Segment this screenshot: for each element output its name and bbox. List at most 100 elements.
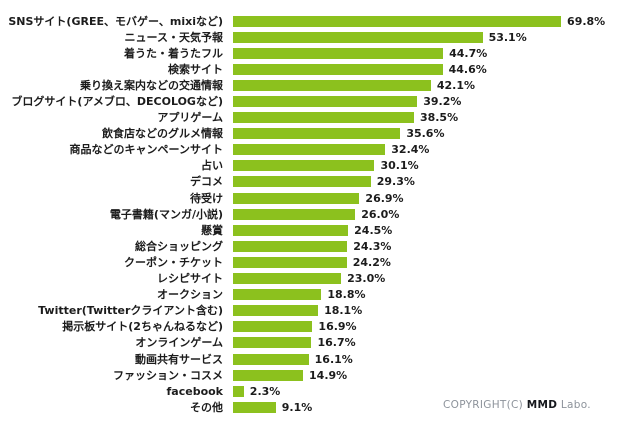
bar-row: アプリゲーム 38.5% bbox=[0, 110, 605, 126]
bar bbox=[233, 337, 312, 349]
bar bbox=[233, 192, 360, 204]
category-label: ファッション・コスメ bbox=[113, 368, 223, 382]
value-label: 38.5% bbox=[419, 111, 459, 125]
bar-row: SNSサイト(GREE、モバゲー、mixiなど) 69.8% bbox=[0, 13, 605, 29]
bar-row: 乗り換え案内などの交通情報 42.1% bbox=[0, 77, 605, 93]
bar-row: 飲食店などのグルメ情報 35.6% bbox=[0, 126, 605, 142]
bar bbox=[233, 305, 319, 317]
category-label: 懸賞 bbox=[201, 223, 223, 237]
category-label: アプリゲーム bbox=[157, 111, 223, 125]
copyright-brand: MMD bbox=[526, 399, 558, 411]
category-label: 電子書籍(マンガ/小説) bbox=[109, 207, 223, 221]
bar bbox=[233, 112, 414, 124]
value-label: 18.8% bbox=[327, 288, 366, 302]
value-label: 26.0% bbox=[361, 207, 400, 221]
bar-row: ブログサイト(アメブロ、DECOLOGなど) 39.2% bbox=[0, 93, 605, 109]
value-label: 16.7% bbox=[317, 336, 356, 350]
bar bbox=[233, 369, 304, 381]
bar-row: 総合ショッピング 24.3% bbox=[0, 238, 605, 254]
bar-row: 懸賞 24.5% bbox=[0, 222, 605, 238]
category-label: デコメ bbox=[190, 175, 223, 189]
value-label: 16.1% bbox=[314, 352, 353, 366]
value-label: 30.1% bbox=[380, 159, 419, 173]
value-label: 2.3% bbox=[249, 384, 281, 398]
category-label: 商品などのキャンペーンサイト bbox=[69, 143, 223, 157]
category-label: 動画共有サービス bbox=[135, 352, 223, 366]
bar bbox=[233, 144, 386, 156]
value-label: 44.6% bbox=[448, 62, 487, 76]
bar-row: その他 9.1% bbox=[0, 399, 605, 415]
category-label: クーポン・チケット bbox=[124, 255, 223, 269]
value-label: 24.3% bbox=[353, 239, 392, 253]
bar-rows: SNSサイト(GREE、モバゲー、mixiなど) 69.8% ニュース・天気予報… bbox=[0, 13, 605, 415]
bar-row: オークション 18.8% bbox=[0, 287, 605, 303]
bar-row: 動画共有サービス 16.1% bbox=[0, 351, 605, 367]
category-label: 待受け bbox=[190, 191, 223, 205]
value-label: 24.2% bbox=[352, 255, 391, 269]
value-label: 42.1% bbox=[436, 78, 476, 92]
bar-row: 掲示板サイト(2ちゃんねるなど) 16.9% bbox=[0, 319, 605, 335]
bar bbox=[233, 273, 342, 285]
value-label: 26.9% bbox=[365, 191, 404, 205]
copyright-suffix: Labo. bbox=[557, 399, 591, 411]
value-label: 14.9% bbox=[309, 368, 348, 382]
value-label: 69.8% bbox=[567, 14, 606, 28]
bar bbox=[233, 321, 313, 333]
bar bbox=[233, 256, 347, 268]
bar bbox=[233, 240, 348, 252]
category-label: facebook bbox=[166, 384, 224, 398]
bar-row: 占い 30.1% bbox=[0, 158, 605, 174]
category-label: SNSサイト(GREE、モバゲー、mixiなど) bbox=[8, 14, 223, 28]
value-label: 9.1% bbox=[281, 400, 313, 414]
bar bbox=[233, 96, 418, 108]
bar-row: オンラインゲーム 16.7% bbox=[0, 335, 605, 351]
value-label: 16.9% bbox=[318, 320, 357, 334]
bar bbox=[233, 353, 309, 365]
bar bbox=[233, 63, 443, 75]
copyright-text: COPYRIGHT(C) MMD Labo. bbox=[443, 400, 591, 411]
bar-row: facebook 2.3% bbox=[0, 383, 605, 399]
value-label: 39.2% bbox=[423, 95, 462, 109]
bar bbox=[233, 224, 349, 236]
category-label: オークション bbox=[157, 288, 223, 302]
bar-row: レシピサイト 23.0% bbox=[0, 271, 605, 287]
category-label: 着うた・着うたフル bbox=[124, 46, 223, 60]
category-label: 占い bbox=[201, 159, 223, 173]
bar-row: 着うた・着うたフル 44.7% bbox=[0, 45, 605, 61]
category-label: オンラインゲーム bbox=[135, 336, 223, 350]
category-label: 掲示板サイト(2ちゃんねるなど) bbox=[62, 320, 223, 334]
bar bbox=[233, 401, 276, 413]
copyright-prefix: COPYRIGHT(C) bbox=[443, 399, 527, 411]
bar-row: ニュース・天気予報 53.1% bbox=[0, 29, 605, 45]
bar-row: 商品などのキャンペーンサイト 32.4% bbox=[0, 142, 605, 158]
value-label: 29.3% bbox=[376, 175, 415, 189]
bar bbox=[233, 15, 562, 27]
bar bbox=[233, 160, 375, 172]
bar bbox=[233, 176, 371, 188]
value-label: 24.5% bbox=[354, 223, 393, 237]
bar-row: クーポン・チケット 24.2% bbox=[0, 254, 605, 270]
category-label: 総合ショッピング bbox=[135, 239, 223, 253]
value-label: 32.4% bbox=[391, 143, 430, 157]
bar-row: ファッション・コスメ 14.9% bbox=[0, 367, 605, 383]
bar-row: 電子書籍(マンガ/小説) 26.0% bbox=[0, 206, 605, 222]
bar bbox=[233, 385, 244, 397]
category-label: ブログサイト(アメブロ、DECOLOGなど) bbox=[11, 95, 223, 109]
bar bbox=[233, 289, 322, 301]
value-label: 23.0% bbox=[347, 272, 386, 286]
category-label: 乗り換え案内などの交通情報 bbox=[80, 78, 223, 92]
category-label: 飲食店などのグルメ情報 bbox=[102, 127, 223, 141]
bar-row: 検索サイト 44.6% bbox=[0, 61, 605, 77]
bar-row: デコメ 29.3% bbox=[0, 174, 605, 190]
category-label: その他 bbox=[190, 400, 223, 414]
category-label: Twitter(Twitterクライアント含む) bbox=[38, 304, 223, 318]
value-label: 53.1% bbox=[488, 30, 527, 44]
bar-row: 待受け 26.9% bbox=[0, 190, 605, 206]
category-label: 検索サイト bbox=[168, 62, 223, 76]
bar bbox=[233, 208, 356, 220]
value-label: 35.6% bbox=[406, 127, 445, 141]
category-label: レシピサイト bbox=[157, 272, 223, 286]
bar-row: Twitter(Twitterクライアント含む) 18.1% bbox=[0, 303, 605, 319]
value-label: 18.1% bbox=[324, 304, 363, 318]
